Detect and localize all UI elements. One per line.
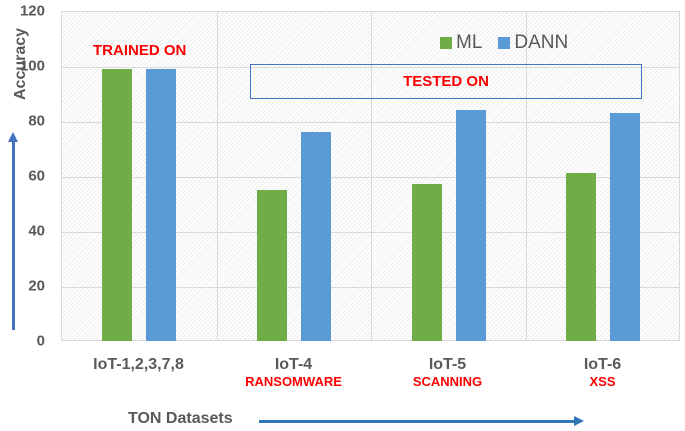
x-category-4: IoT-6 XSS: [525, 356, 680, 389]
y-tick-0: 0: [36, 332, 45, 350]
x-category-label: IoT-6: [583, 356, 622, 373]
tested-on-box: TESTED ON: [250, 64, 642, 99]
vgridline-2: [371, 12, 372, 340]
legend-label-dann: DANN: [514, 32, 569, 53]
legend-swatch-ml: [440, 37, 452, 49]
legend-item-dann: DANN: [498, 32, 568, 54]
legend-item-ml: ML: [440, 32, 482, 54]
x-category-sublabel: SCANNING: [412, 374, 483, 389]
gridline-100: [62, 67, 679, 68]
bar-ml-1: [102, 68, 132, 341]
gridline-80: [62, 122, 679, 123]
x-category-1: IoT-1,2,3,7,8: [61, 356, 216, 374]
x-axis-arrow-icon: [259, 420, 575, 423]
y-axis-arrow-head-icon: [8, 132, 18, 142]
bar-dann-3: [455, 110, 486, 341]
x-category-sublabel: RANSOMWARE: [245, 374, 342, 389]
bar-ml-2: [256, 189, 287, 341]
vgridline-1: [217, 12, 218, 340]
x-axis-title: TON Datasets: [128, 410, 233, 427]
y-tick-80: 80: [28, 112, 45, 130]
y-tick-100: 100: [19, 57, 45, 75]
gridline-40: [62, 232, 679, 233]
x-category-2: IoT-4 RANSOMWARE: [216, 356, 371, 389]
y-tick-60: 60: [28, 167, 45, 185]
y-tick-40: 40: [28, 222, 45, 240]
x-category-sublabel: XSS: [589, 374, 616, 389]
gridline-60: [62, 177, 679, 178]
gridline-20: [62, 287, 679, 288]
trained-on-label: TRAINED ON: [93, 42, 187, 59]
vgridline-3: [526, 12, 527, 340]
x-category-label: IoT-4: [274, 356, 313, 373]
y-tick-20: 20: [28, 277, 45, 295]
y-axis-arrow-icon: [12, 142, 15, 330]
bar-ml-3: [411, 184, 442, 341]
bar-dann-4: [610, 112, 641, 341]
tested-on-label: TESTED ON: [403, 73, 489, 90]
bar-dann-2: [300, 132, 331, 341]
y-tick-120: 120: [19, 2, 45, 20]
bar-ml-4: [566, 173, 597, 341]
legend: ML DANN: [440, 32, 584, 54]
x-category-3: IoT-5 SCANNING: [370, 356, 525, 389]
bar-dann-1: [146, 68, 176, 341]
legend-label-ml: ML: [456, 32, 483, 53]
x-axis-arrow-head-icon: [574, 416, 584, 426]
x-category-label: IoT-1,2,3,7,8: [93, 356, 184, 373]
legend-swatch-dann: [498, 37, 511, 49]
x-category-label: IoT-5: [428, 356, 467, 373]
